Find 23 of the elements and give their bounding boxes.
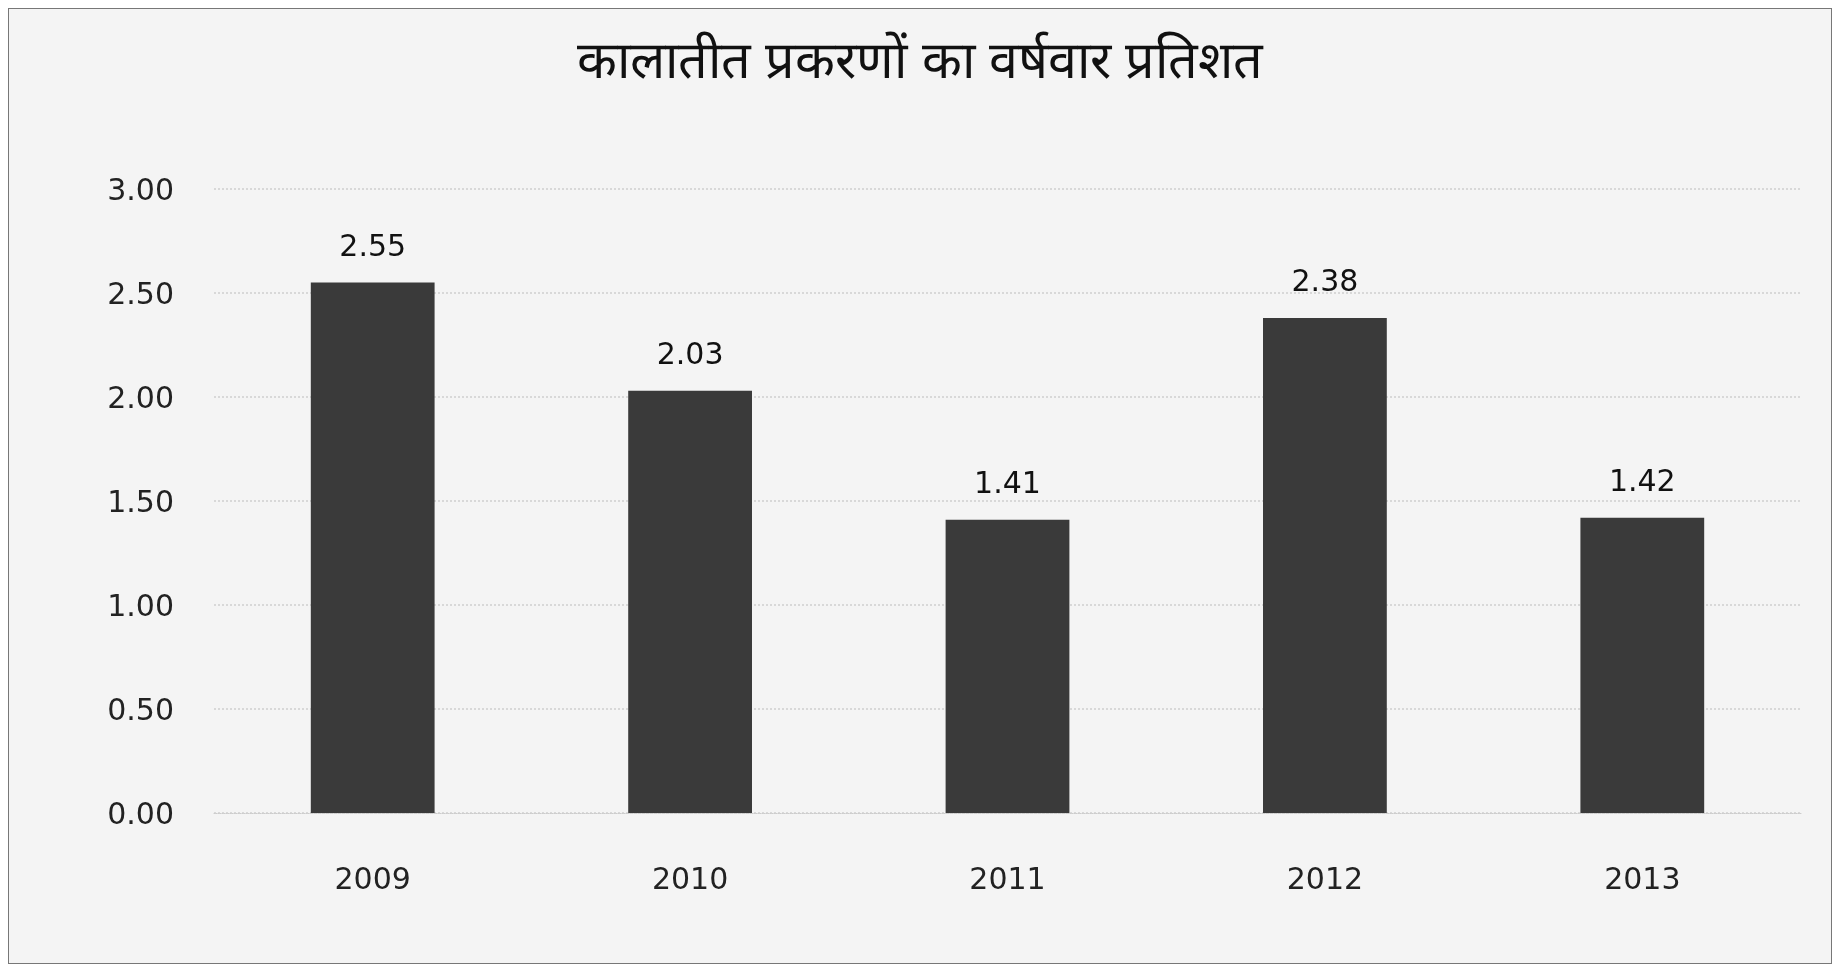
- y-tick-label: 3.00: [107, 171, 174, 207]
- x-tick-label: 2009: [334, 860, 411, 896]
- x-tick-label: 2013: [1604, 860, 1681, 896]
- y-tick-label: 1.00: [107, 587, 174, 623]
- bar: [310, 282, 435, 813]
- y-tick-label: 2.00: [107, 379, 174, 415]
- data-label: 1.41: [974, 465, 1041, 501]
- x-tick-label: 2012: [1286, 860, 1364, 896]
- x-tick-label: 2010: [651, 860, 729, 896]
- data-label: 2.38: [1291, 263, 1359, 299]
- data-label: 2.55: [339, 228, 407, 264]
- data-label: 2.03: [656, 336, 724, 372]
- chart-title: कालातीत प्रकरणों का वर्षवार प्रतिशत: [576, 31, 1265, 89]
- bar: [1263, 317, 1387, 813]
- data-label: 1.42: [1608, 463, 1676, 499]
- bar: [945, 519, 1070, 813]
- y-tick-label: 2.50: [107, 275, 174, 311]
- bar: [628, 390, 752, 813]
- y-tick-label: 0.50: [107, 691, 174, 727]
- bar: [1580, 517, 1705, 813]
- y-tick-label: 1.50: [107, 483, 174, 519]
- y-tick-label: 0.00: [107, 795, 174, 831]
- x-tick-label: 2011: [969, 860, 1046, 896]
